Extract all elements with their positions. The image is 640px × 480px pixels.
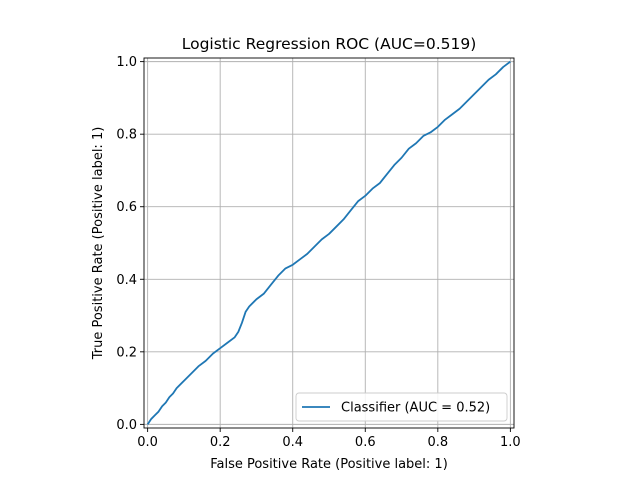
y-tick-label: 1.0 [116, 55, 137, 70]
x-tick-label: 0.6 [355, 435, 376, 450]
roc-curve-classifier [146, 60, 511, 425]
y-tick-label: 0.8 [116, 128, 137, 143]
x-tick-label: 1.0 [500, 435, 521, 450]
y-tick-label: 0.4 [116, 273, 137, 288]
x-axis-label: False Positive Rate (Positive label: 1) [210, 457, 448, 472]
x-tick-label: 0.8 [427, 435, 448, 450]
grid [144, 58, 514, 428]
x-tick-label: 0.4 [282, 435, 303, 450]
y-tick-label: 0.0 [116, 418, 137, 433]
plot-frame [143, 57, 515, 429]
x-tick-label: 0.0 [137, 435, 158, 450]
series-layer [146, 60, 511, 425]
axis-ticks: 0.0 0.2 0.4 0.6 0.8 1.0 0.0 0.2 0.4 0.6 0.8 1.0 [116, 55, 520, 450]
y-axis-label: True Positive Rate (Positive label: 1) [91, 127, 106, 361]
y-tick-label: 0.6 [116, 200, 137, 215]
legend-label-classifier: Classifier (AUC = 0.52) [341, 401, 490, 416]
y-tick-label: 0.2 [116, 345, 137, 360]
legend: Classifier (AUC = 0.52) [295, 392, 508, 422]
legend-box [295, 392, 508, 422]
chart-title: Logistic Regression ROC (AUC=0.519) [182, 35, 477, 53]
x-tick-label: 0.2 [210, 435, 231, 450]
